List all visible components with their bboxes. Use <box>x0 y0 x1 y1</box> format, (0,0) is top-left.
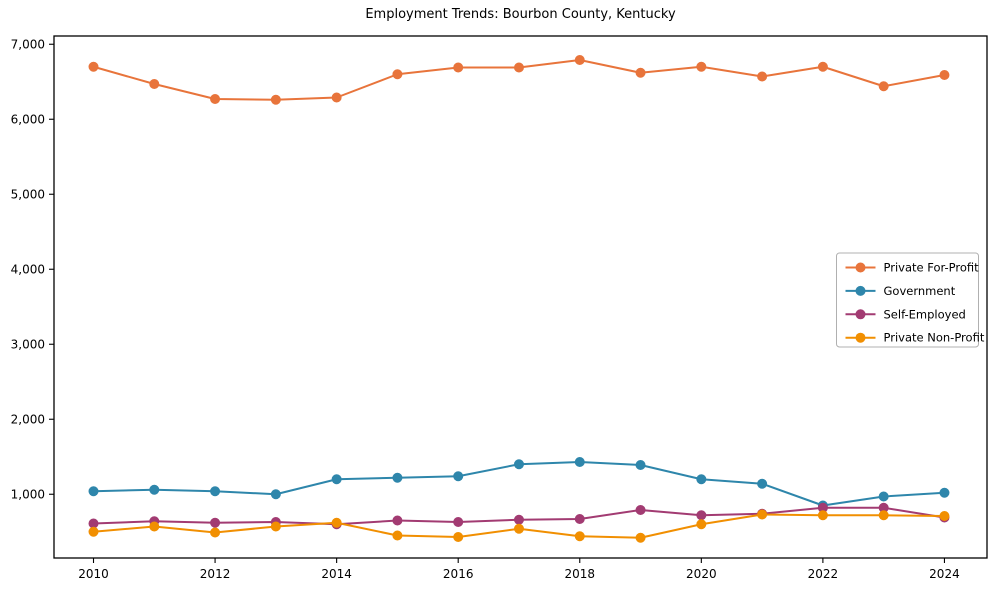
data-point-government <box>392 472 403 483</box>
data-point-self-employed <box>453 517 464 527</box>
data-point-government <box>513 459 524 470</box>
data-point-private-for-profit <box>574 55 585 65</box>
chart-title: Employment Trends: Bourbon County, Kentu… <box>365 7 676 22</box>
y-tick-label: 6,000 <box>11 112 45 126</box>
y-tick-label: 4,000 <box>11 262 45 276</box>
y-tick-label: 5,000 <box>11 187 45 201</box>
data-point-self-employed <box>392 515 403 526</box>
data-point-government <box>270 489 281 500</box>
data-point-private-non-profit <box>878 510 889 521</box>
data-point-government <box>757 478 768 489</box>
legend-marker-government <box>855 285 866 296</box>
data-point-government <box>635 460 646 470</box>
legend-label-private-for-profit: Private For-Profit <box>884 261 980 275</box>
data-point-private-for-profit <box>210 94 221 104</box>
data-point-private-non-profit <box>331 517 342 528</box>
legend-marker-private-for-profit <box>855 262 866 273</box>
legend-marker-self-employed <box>855 309 866 320</box>
data-point-private-non-profit <box>88 526 99 537</box>
x-tick-label: 2014 <box>321 567 352 581</box>
data-point-private-non-profit <box>513 523 524 534</box>
x-tick-label: 2024 <box>929 567 960 581</box>
data-point-private-for-profit <box>696 61 707 72</box>
x-tick-label: 2010 <box>78 567 109 581</box>
data-point-private-non-profit <box>392 530 403 541</box>
data-point-private-non-profit <box>817 510 828 521</box>
y-tick-label: 2,000 <box>11 412 45 426</box>
data-point-self-employed <box>210 517 221 528</box>
legend-label-self-employed: Self-Employed <box>884 307 966 321</box>
y-tick-label: 1,000 <box>11 487 45 501</box>
data-point-self-employed <box>513 514 524 525</box>
data-point-private-non-profit <box>939 511 950 521</box>
data-point-private-for-profit <box>939 70 950 80</box>
x-tick-label: 2016 <box>443 567 474 581</box>
data-point-private-for-profit <box>513 62 524 73</box>
data-point-private-for-profit <box>878 81 889 92</box>
data-point-private-non-profit <box>210 527 221 538</box>
data-point-self-employed <box>88 518 99 529</box>
data-point-private-for-profit <box>88 61 99 72</box>
legend-box <box>836 252 979 348</box>
data-point-private-for-profit <box>149 79 160 89</box>
data-point-private-non-profit <box>574 531 585 542</box>
x-tick-label: 2012 <box>200 567 231 581</box>
data-point-self-employed <box>696 510 707 521</box>
data-point-self-employed <box>635 505 646 515</box>
legend-marker-private-non-profit <box>855 332 866 343</box>
y-tick-label: 3,000 <box>11 337 45 351</box>
data-point-private-for-profit <box>392 69 403 80</box>
data-point-private-non-profit <box>149 521 160 532</box>
data-point-private-for-profit <box>453 62 464 73</box>
plot-border <box>53 35 988 559</box>
x-tick-label: 2022 <box>808 567 839 581</box>
data-point-private-for-profit <box>757 71 768 82</box>
y-tick-label: 7,000 <box>11 37 45 51</box>
data-point-government <box>939 487 950 498</box>
data-point-private-non-profit <box>270 521 281 532</box>
data-point-private-for-profit <box>270 94 281 105</box>
data-point-government <box>696 474 707 485</box>
data-point-self-employed <box>574 514 585 524</box>
data-point-private-non-profit <box>453 532 464 542</box>
data-point-private-for-profit <box>635 67 646 78</box>
data-point-self-employed <box>878 502 889 513</box>
data-point-private-non-profit <box>635 532 646 543</box>
data-point-government <box>88 486 99 497</box>
data-point-government <box>878 491 889 502</box>
data-point-private-for-profit <box>331 92 342 103</box>
data-point-government <box>149 484 160 495</box>
legend-label-private-non-profit: Private Non-Profit <box>884 331 985 345</box>
data-point-government <box>574 457 585 467</box>
legend-label-government: Government <box>884 284 956 298</box>
data-point-private-non-profit <box>757 509 768 520</box>
data-point-private-non-profit <box>696 519 707 530</box>
data-point-self-employed <box>817 502 828 513</box>
x-tick-label: 2020 <box>686 567 717 581</box>
data-point-government <box>331 474 342 485</box>
data-point-government <box>453 471 464 482</box>
data-point-government <box>210 486 221 497</box>
data-point-private-for-profit <box>817 61 828 72</box>
x-tick-label: 2018 <box>564 567 595 581</box>
